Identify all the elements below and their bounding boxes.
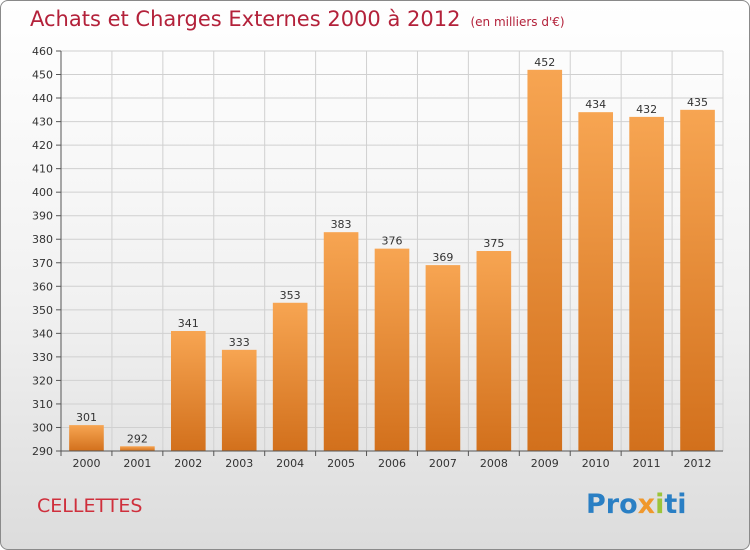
x-tick-label: 2007	[429, 457, 457, 470]
proxiti-logo: Proxiti	[586, 489, 687, 520]
x-tick-label: 2011	[633, 457, 661, 470]
y-tick-label: 420	[32, 139, 53, 152]
y-tick-label: 430	[32, 116, 53, 129]
y-tick-label: 350	[32, 304, 53, 317]
y-tick-label: 460	[32, 45, 53, 58]
data-label: 292	[127, 432, 148, 445]
bar-2006	[374, 248, 410, 451]
bar-2011	[629, 116, 664, 451]
y-tick-label: 290	[32, 445, 53, 458]
data-label: 434	[585, 98, 606, 111]
bars	[69, 69, 715, 452]
y-tick-label: 300	[32, 421, 53, 434]
data-label: 432	[636, 103, 657, 116]
data-label: 376	[382, 235, 403, 248]
data-label: 341	[178, 317, 199, 330]
data-label: 333	[229, 336, 250, 349]
data-label: 375	[483, 237, 504, 250]
bar-2008	[476, 251, 512, 451]
y-tick-label: 330	[32, 351, 53, 364]
x-tick-label: 2000	[72, 457, 100, 470]
commune-name: CELLETTES	[37, 495, 143, 517]
bar-2005	[323, 232, 359, 451]
x-tick-label: 2005	[327, 457, 355, 470]
y-tick-label: 410	[32, 163, 53, 176]
x-tick-label: 2008	[480, 457, 508, 470]
y-tick-label: 340	[32, 327, 53, 340]
chart-title: Achats et Charges Externes 2000 à 2012 (e…	[30, 7, 565, 31]
labels: 301 2000 292 2001 341 2002 333 2003 353 2004 383 20…	[72, 56, 711, 470]
y-tick-label: 390	[32, 210, 53, 223]
bar-2007	[425, 265, 461, 451]
x-tick-label: 2004	[276, 457, 304, 470]
data-label: 369	[432, 251, 453, 264]
data-label: 353	[280, 289, 301, 302]
bar-2010	[578, 112, 614, 452]
y-tick-label: 440	[32, 92, 53, 105]
bar-2002	[170, 331, 206, 451]
unit-label: (en milliers d'€)	[470, 15, 565, 29]
y-tick-label: 450	[32, 69, 53, 82]
axes: 290 300 310 320 330 340 350 360 370 380 390 400 410 4…	[32, 45, 723, 458]
y-tick-label: 320	[32, 374, 53, 387]
x-tick-label: 2001	[123, 457, 151, 470]
data-label: 452	[534, 56, 555, 69]
x-tick-label: 2003	[225, 457, 253, 470]
data-label: 383	[331, 218, 352, 231]
data-label: 435	[687, 96, 708, 109]
x-tick-label: 2012	[684, 457, 712, 470]
bar-2012	[680, 109, 715, 451]
y-tick-label: 370	[32, 257, 53, 270]
bar-2000	[69, 425, 104, 451]
x-tick-label: 2009	[531, 457, 559, 470]
y-tick-label: 380	[32, 233, 53, 246]
x-tick-label: 2002	[174, 457, 202, 470]
bar-2003	[221, 349, 257, 451]
y-tick-label: 310	[32, 398, 53, 411]
y-tick-label: 360	[32, 280, 53, 293]
bar-2009	[527, 69, 563, 451]
bar-2004	[272, 302, 308, 451]
bar-2001	[120, 446, 155, 451]
y-tick-label: 400	[32, 186, 53, 199]
x-tick-label: 2006	[378, 457, 406, 470]
title-text: Achats et Charges Externes 2000 à 2012	[30, 7, 461, 31]
x-tick-label: 2010	[582, 457, 610, 470]
data-label: 301	[76, 411, 97, 424]
